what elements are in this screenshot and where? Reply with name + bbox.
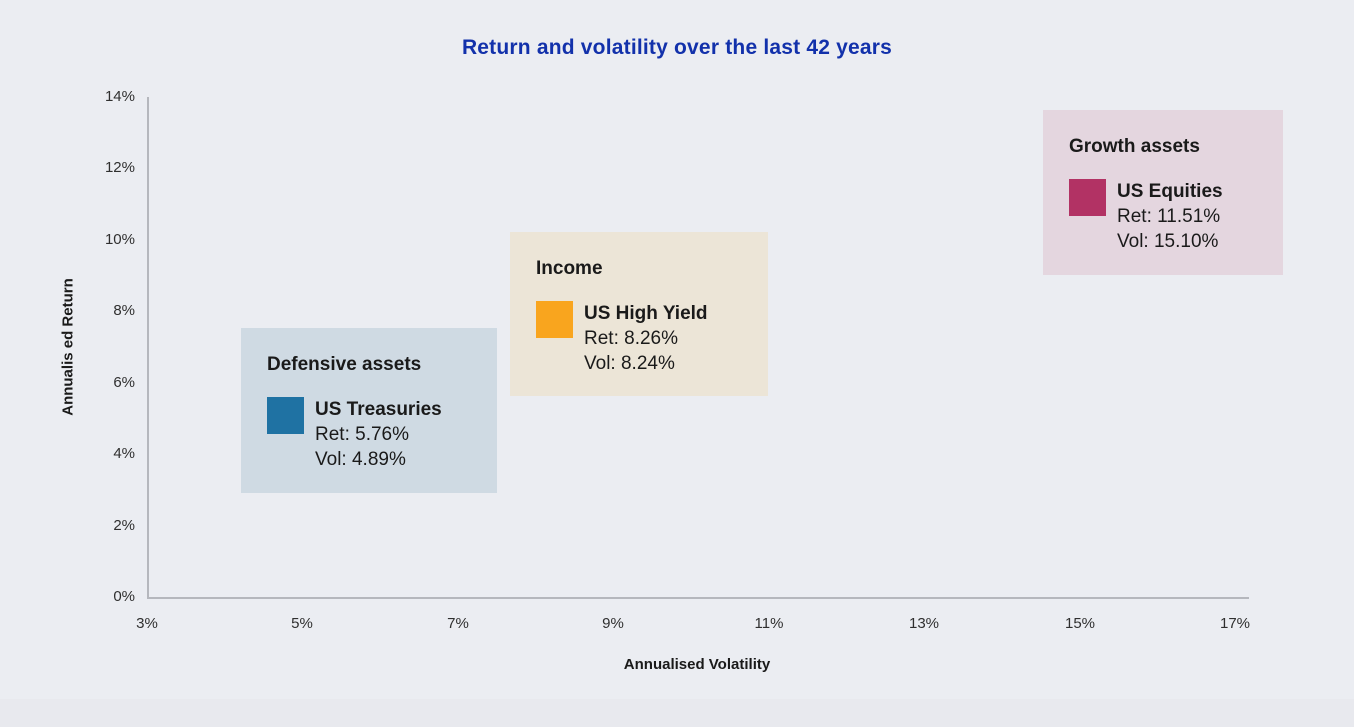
series-name: US High Yield	[584, 303, 708, 324]
series-volatility: Vol: 8.24%	[584, 353, 675, 374]
series-name: US Treasuries	[315, 399, 442, 420]
us-treasuries-labels: US Treasuries Ret: 5.76% Vol: 4.89%	[315, 397, 442, 472]
series-name: US Equities	[1117, 181, 1223, 202]
annotation-box-income: Income US High Yield Ret: 8.26% Vol: 8.2…	[510, 232, 768, 396]
series-return: Ret: 11.51%	[1117, 206, 1221, 227]
annotation-box-growth-assets: Growth assets US Equities Ret: 11.51% Vo…	[1043, 110, 1283, 275]
y-tick-label-2: 2%	[113, 517, 135, 534]
series-volatility: Vol: 15.10%	[1117, 231, 1219, 252]
series-volatility: Vol: 4.89%	[315, 449, 406, 470]
series-return: Ret: 5.76%	[315, 424, 409, 445]
y-tick-label-6: 6%	[113, 374, 135, 391]
us-high-yield-labels: US High Yield Ret: 8.26% Vol: 8.24%	[584, 301, 708, 376]
y-tick-label-10: 10%	[104, 231, 135, 248]
y-tick-label-4: 4%	[113, 445, 135, 462]
group-title-growth-assets: Growth assets	[1069, 136, 1200, 157]
x-tick-label-11: 11%	[754, 615, 784, 632]
chart-card: Return and volatility over the last 42 y…	[59, 36, 1283, 673]
group-title-income: Income	[536, 258, 603, 279]
x-tick-label-7: 7%	[447, 615, 469, 632]
y-axis-line	[147, 97, 149, 598]
x-tick-label-15: 15%	[1064, 615, 1096, 632]
us-equities-labels: US Equities Ret: 11.51% Vol: 15.10%	[1117, 179, 1223, 254]
x-tick-label-5: 5%	[291, 615, 313, 632]
x-tick-label-13: 13%	[908, 615, 940, 632]
us-treasuries-entry: US Treasuries Ret: 5.76% Vol: 4.89%	[267, 397, 497, 472]
us-equities-marker	[1069, 179, 1106, 216]
x-axis-line	[147, 597, 1249, 599]
y-tick-label-14: 14%	[104, 88, 135, 105]
x-axis-title: Annualised Volatility	[623, 656, 771, 673]
chart-title: Return and volatility over the last 42 y…	[461, 36, 893, 59]
us-high-yield-entry: US High Yield Ret: 8.26% Vol: 8.24%	[536, 301, 768, 376]
y-tick-label-8: 8%	[113, 302, 135, 319]
y-tick-label-12: 12%	[104, 159, 135, 176]
x-tick-label-3: 3%	[136, 615, 158, 632]
series-return: Ret: 8.26%	[584, 328, 678, 349]
us-equities-entry: US Equities Ret: 11.51% Vol: 15.10%	[1069, 179, 1283, 254]
us-treasuries-marker	[267, 397, 304, 434]
x-tick-label-17: 17%	[1219, 615, 1251, 632]
us-high-yield-marker	[536, 301, 573, 338]
annotation-box-defensive-assets: Defensive assets US Treasuries Ret: 5.76…	[241, 328, 497, 493]
x-tick-label-9: 9%	[602, 615, 624, 632]
y-tick-label-0: 0%	[113, 588, 135, 605]
y-axis-title: Annualis ed Return	[59, 278, 77, 416]
group-title-defensive-assets: Defensive assets	[267, 354, 422, 375]
